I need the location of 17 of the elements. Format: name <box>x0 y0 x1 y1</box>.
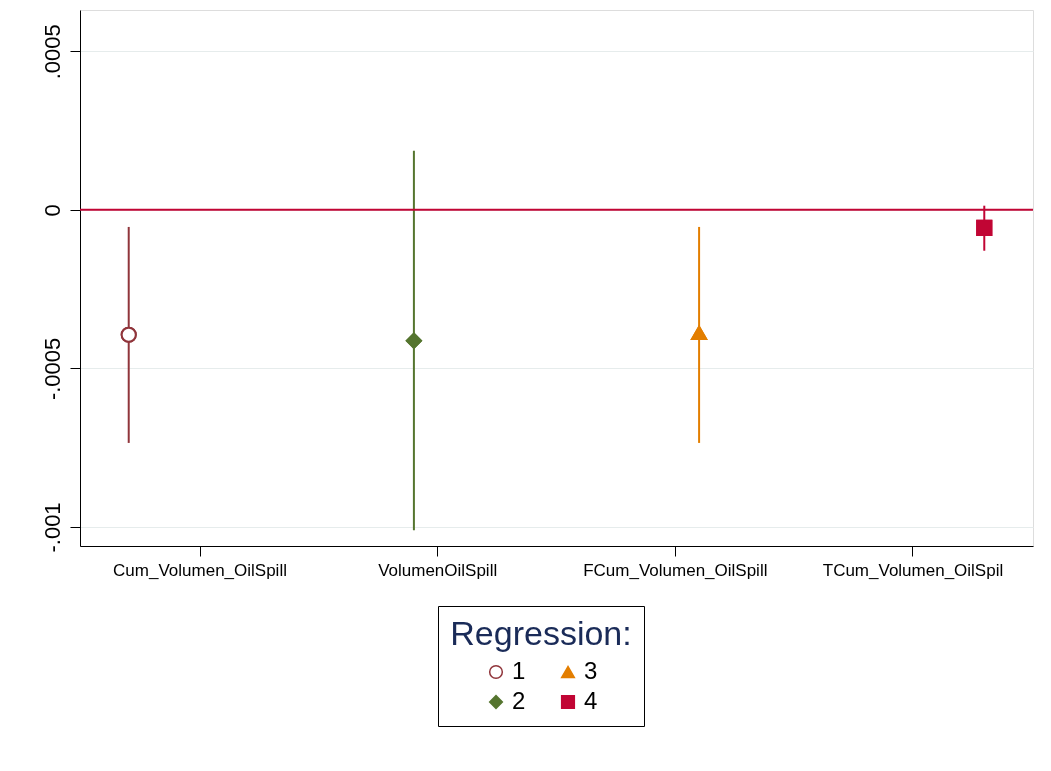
y-tick-label: .0005 <box>39 24 65 80</box>
x-tick-label: VolumenOilSpill <box>378 560 498 580</box>
point <box>120 326 137 343</box>
point <box>405 332 422 349</box>
x-tick-label: FCum_Volumen_OilSpill <box>583 560 768 580</box>
legend-label: 4 <box>584 687 598 714</box>
y-tick-label: -.0005 <box>39 337 65 401</box>
y-tick-label: 0 <box>39 204 65 217</box>
legend-label: 3 <box>584 657 598 684</box>
point <box>976 219 993 236</box>
x-tick-label: Cum_Volumen_OilSpill <box>113 560 287 580</box>
x-tick-label: TCum_Volumen_OilSpil <box>822 560 1004 580</box>
legend-label: 2 <box>512 687 526 714</box>
point <box>691 325 708 340</box>
y-tick-label: -.001 <box>39 502 65 553</box>
legend-title: Regression: <box>450 614 632 652</box>
legend-label: 1 <box>512 657 526 684</box>
